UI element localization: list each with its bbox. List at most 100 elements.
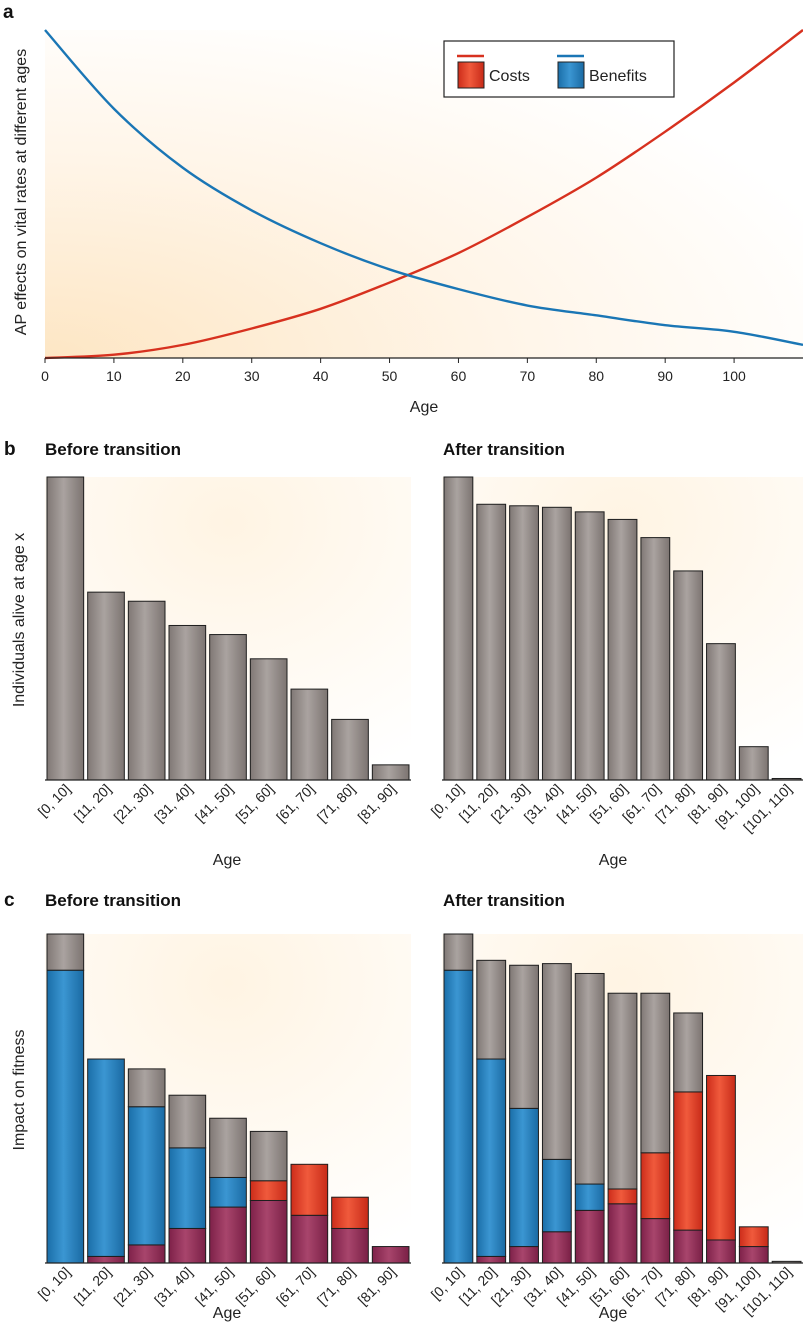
bar-segment-benefits — [209, 1176, 247, 1208]
bar-segment-benefits — [168, 1147, 207, 1229]
x-tick-label: [41, 50] — [192, 781, 236, 825]
x-tick-label: [51, 60] — [232, 781, 276, 825]
bar — [706, 643, 736, 781]
bar-segment-layer-3 — [607, 992, 638, 1190]
bar-segment-benefits — [574, 1183, 605, 1211]
bar-segment-layer-0 — [371, 1246, 410, 1264]
bar-segment-layer-3 — [476, 959, 507, 1060]
x-tick-label: [0, 10] — [35, 781, 74, 820]
x-tick-label: [21, 30] — [110, 1264, 154, 1308]
x-tick-label: [51, 60] — [232, 1264, 276, 1308]
bar — [290, 688, 329, 781]
bar-segment-layer-0 — [87, 1255, 125, 1264]
x-tick-label: 10 — [106, 368, 122, 384]
x-tick-label: 100 — [722, 368, 746, 384]
bar-segment-benefits — [541, 1158, 572, 1233]
bar-segment-costs — [673, 1091, 704, 1231]
bar — [209, 634, 247, 781]
x-tick-label: [21, 30] — [110, 781, 154, 825]
panel-a-background — [45, 30, 803, 358]
panel-label-c: c — [4, 890, 15, 911]
x-tick-label: 60 — [451, 368, 467, 384]
panel-c-y-label: Impact on fitness — [11, 1030, 28, 1151]
panel-b-right-x-label: Age — [599, 852, 628, 869]
bar-segment-layer-0 — [331, 1227, 369, 1264]
x-tick-label: [0, 10] — [35, 1264, 74, 1303]
panel-label-a: a — [3, 2, 14, 23]
bar-segment-costs — [607, 1188, 638, 1205]
bar — [673, 570, 704, 781]
bar-segment-costs — [290, 1163, 329, 1216]
x-tick-label: [61, 70] — [273, 1264, 317, 1308]
bar-segment-layer-3 — [168, 1094, 207, 1149]
panel-c-right-x-label: Age — [599, 1305, 628, 1322]
x-tick-label: [81, 90] — [354, 1264, 398, 1308]
bar-segment-layer-3 — [640, 992, 671, 1154]
bar — [46, 476, 85, 781]
x-tick-label: 0 — [41, 368, 49, 384]
x-tick-label: 40 — [313, 368, 329, 384]
bar-segment-layer-3 — [673, 1012, 704, 1093]
bar-segment-layer-0 — [249, 1199, 288, 1264]
bar-segment-layer-0 — [476, 1255, 507, 1264]
panel-a-y-label: AP effects on vital rates at different a… — [13, 49, 30, 335]
bar-segment-layer-3 — [209, 1117, 247, 1178]
bar-segment-layer-3 — [249, 1130, 288, 1182]
bar-segment-layer-0 — [607, 1203, 638, 1264]
bar-segment-layer-0 — [640, 1218, 671, 1264]
x-tick-label: [31, 40] — [151, 1264, 195, 1308]
x-tick-label: [81, 90] — [354, 781, 398, 825]
x-tick-label: [71, 80] — [314, 781, 358, 825]
panel-a: a 0 10 20 30 40 50 60 70 80 90 100 Age AP effects … — [3, 2, 803, 416]
panel-c-right-title: After transition — [443, 891, 565, 910]
bar-segment-benefits — [476, 1058, 507, 1257]
series-line-benefits — [44, 29, 803, 347]
panel-b-y-label: Individuals alive at age x — [11, 533, 28, 707]
bar — [476, 503, 507, 781]
panel-label-b: b — [4, 439, 16, 460]
bar-segment-layer-0 — [541, 1231, 572, 1264]
bar-segment-costs — [706, 1074, 736, 1241]
bar-segment-layer-0 — [209, 1206, 247, 1264]
bar-segment-layer-0 — [574, 1209, 605, 1264]
bar — [509, 505, 539, 781]
bar — [738, 746, 769, 781]
bar-segment-layer-0 — [168, 1227, 207, 1264]
x-tick-label: 70 — [520, 368, 536, 384]
series-line-costs — [44, 29, 803, 360]
bar-segment-benefits — [443, 969, 474, 1264]
panel-c: c Before transition After transition Imp… — [4, 890, 803, 1322]
bar — [168, 624, 207, 781]
bar-segment-costs — [640, 1152, 671, 1220]
bar — [371, 764, 410, 781]
panel-b: b Before transition After transition Ind… — [4, 439, 803, 869]
x-tick-label: [11, 20] — [71, 1264, 115, 1308]
bar — [127, 600, 166, 781]
bar — [574, 511, 605, 781]
legend-costs-swatch — [457, 61, 485, 89]
bar-segment-layer-3 — [509, 964, 539, 1109]
bar-segment-layer-0 — [127, 1244, 166, 1264]
bar-segment-benefits — [509, 1107, 539, 1248]
bar-segment-costs — [331, 1196, 369, 1229]
x-tick-label: [41, 50] — [192, 1264, 236, 1308]
panel-c-left-title: Before transition — [45, 891, 181, 910]
bar-segment-layer-3 — [127, 1068, 166, 1108]
bar — [87, 591, 125, 781]
bar — [640, 537, 671, 781]
bar-segment-benefits — [46, 969, 85, 1264]
x-tick-label: 80 — [588, 368, 604, 384]
legend-costs-label: Costs — [489, 68, 530, 85]
bar-segment-benefits — [127, 1106, 166, 1246]
bar-segment-layer-0 — [706, 1239, 736, 1264]
bar-segment-layer-0 — [738, 1246, 769, 1264]
bar — [607, 518, 638, 781]
bar-segment-layer-3 — [574, 972, 605, 1185]
legend-benefits-swatch — [557, 61, 585, 89]
bar-segment-layer-0 — [673, 1229, 704, 1264]
panel-b-left-title: Before transition — [45, 440, 181, 459]
legend-benefits-label: Benefits — [589, 68, 647, 85]
bar-segment-costs — [249, 1180, 288, 1201]
panel-b-left-x-label: Age — [213, 852, 242, 869]
